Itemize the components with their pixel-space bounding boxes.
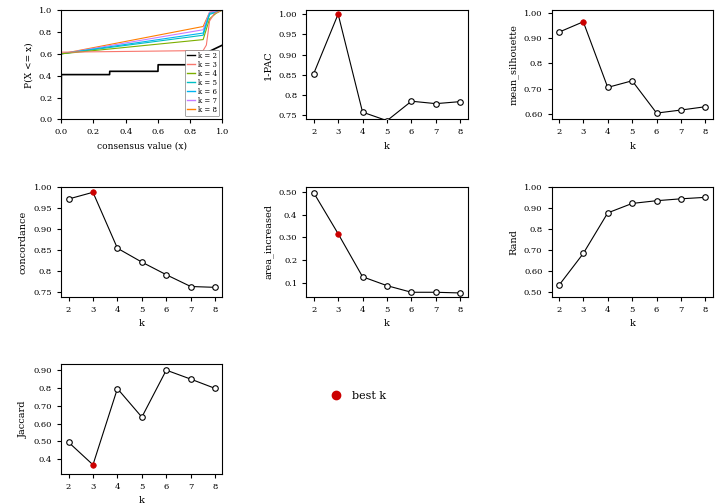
X-axis label: k: k [139, 319, 145, 328]
Y-axis label: area_increased: area_increased [264, 205, 274, 279]
X-axis label: k: k [629, 319, 635, 328]
Y-axis label: concordance: concordance [19, 210, 28, 274]
X-axis label: consensus value (x): consensus value (x) [97, 142, 187, 151]
Y-axis label: Jaccard: Jaccard [19, 400, 28, 438]
X-axis label: k: k [384, 319, 390, 328]
Legend: k = 2, k = 3, k = 4, k = 5, k = 6, k = 7, k = 8: k = 2, k = 3, k = 4, k = 5, k = 6, k = 7… [185, 49, 219, 116]
X-axis label: k: k [384, 142, 390, 151]
X-axis label: k: k [139, 496, 145, 504]
X-axis label: k: k [629, 142, 635, 151]
Legend: best k: best k [320, 387, 391, 405]
Y-axis label: P(X <= x): P(X <= x) [24, 42, 33, 88]
Y-axis label: 1-PAC: 1-PAC [264, 50, 273, 80]
Y-axis label: Rand: Rand [510, 229, 518, 255]
Y-axis label: mean_silhouette: mean_silhouette [509, 24, 518, 105]
